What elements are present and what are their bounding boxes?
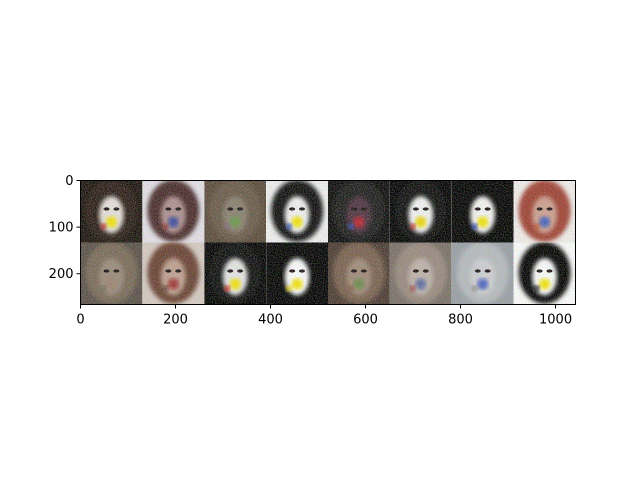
image-tile (390, 242, 452, 305)
image-tile (142, 180, 204, 243)
y-tick-label: 0 (65, 174, 73, 189)
x-axis-ticks: 0 200 400 600 800 1000 (76, 305, 572, 328)
image-tile (266, 180, 328, 243)
image-tile (81, 180, 143, 243)
image-tile (514, 180, 576, 243)
image-tile (390, 180, 452, 243)
image-tile (452, 242, 514, 305)
image-tile (204, 180, 266, 243)
image-tile (142, 242, 204, 305)
x-tick-label: 600 (353, 313, 378, 328)
image-tiles (81, 180, 576, 305)
y-tick-label: 100 (49, 221, 74, 236)
image-tile (204, 242, 266, 305)
image-tile (81, 242, 143, 305)
image-tile (452, 180, 514, 243)
x-tick-label: 400 (258, 313, 283, 328)
x-tick-label: 800 (448, 313, 473, 328)
x-tick-label: 0 (76, 313, 84, 328)
y-axis-ticks: 0 100 200 (49, 174, 81, 282)
image-tile (514, 242, 576, 305)
x-tick-label: 1000 (539, 313, 572, 328)
image-tile (328, 242, 390, 305)
y-tick-label: 200 (49, 267, 74, 282)
x-tick-label: 200 (163, 313, 188, 328)
image-tile (266, 242, 328, 305)
image-tile (328, 180, 390, 243)
